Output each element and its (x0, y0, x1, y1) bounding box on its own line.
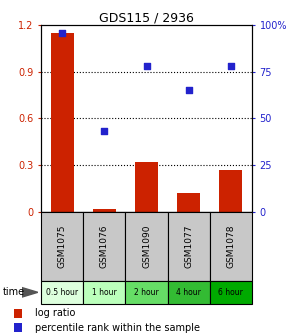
Point (144, 64, 149, 69)
Bar (93, 209, 116, 212)
Point (60, 30, 64, 35)
Point (102, 129, 107, 134)
Text: GSM1090: GSM1090 (142, 224, 151, 268)
Bar (135, 162, 158, 212)
Text: GSM1076: GSM1076 (100, 224, 109, 268)
Bar (177, 193, 200, 212)
Text: time: time (3, 287, 25, 297)
Text: percentile rank within the sample: percentile rank within the sample (35, 323, 200, 333)
Bar (168, 281, 210, 304)
Bar (168, 212, 210, 281)
Bar (83, 281, 125, 304)
Bar (14, 324, 22, 332)
Bar (14, 309, 22, 318)
Bar (210, 212, 252, 281)
Bar (50, 33, 74, 212)
Bar (83, 212, 125, 281)
Point (186, 88, 191, 93)
Bar (219, 170, 243, 212)
Text: 4 hour: 4 hour (176, 288, 201, 297)
Bar (41, 281, 83, 304)
Polygon shape (22, 288, 38, 297)
Text: 1 hour: 1 hour (92, 288, 117, 297)
Text: GSM1078: GSM1078 (226, 224, 235, 268)
Text: GSM1077: GSM1077 (184, 224, 193, 268)
Text: 2 hour: 2 hour (134, 288, 159, 297)
Bar (41, 212, 83, 281)
Text: 6 hour: 6 hour (219, 288, 243, 297)
Text: log ratio: log ratio (35, 308, 76, 319)
Point (229, 64, 233, 69)
Title: GDS115 / 2936: GDS115 / 2936 (99, 11, 194, 24)
Text: GSM1075: GSM1075 (58, 224, 67, 268)
Bar (125, 281, 168, 304)
Text: 0.5 hour: 0.5 hour (46, 288, 78, 297)
Bar (210, 281, 252, 304)
Bar (125, 212, 168, 281)
